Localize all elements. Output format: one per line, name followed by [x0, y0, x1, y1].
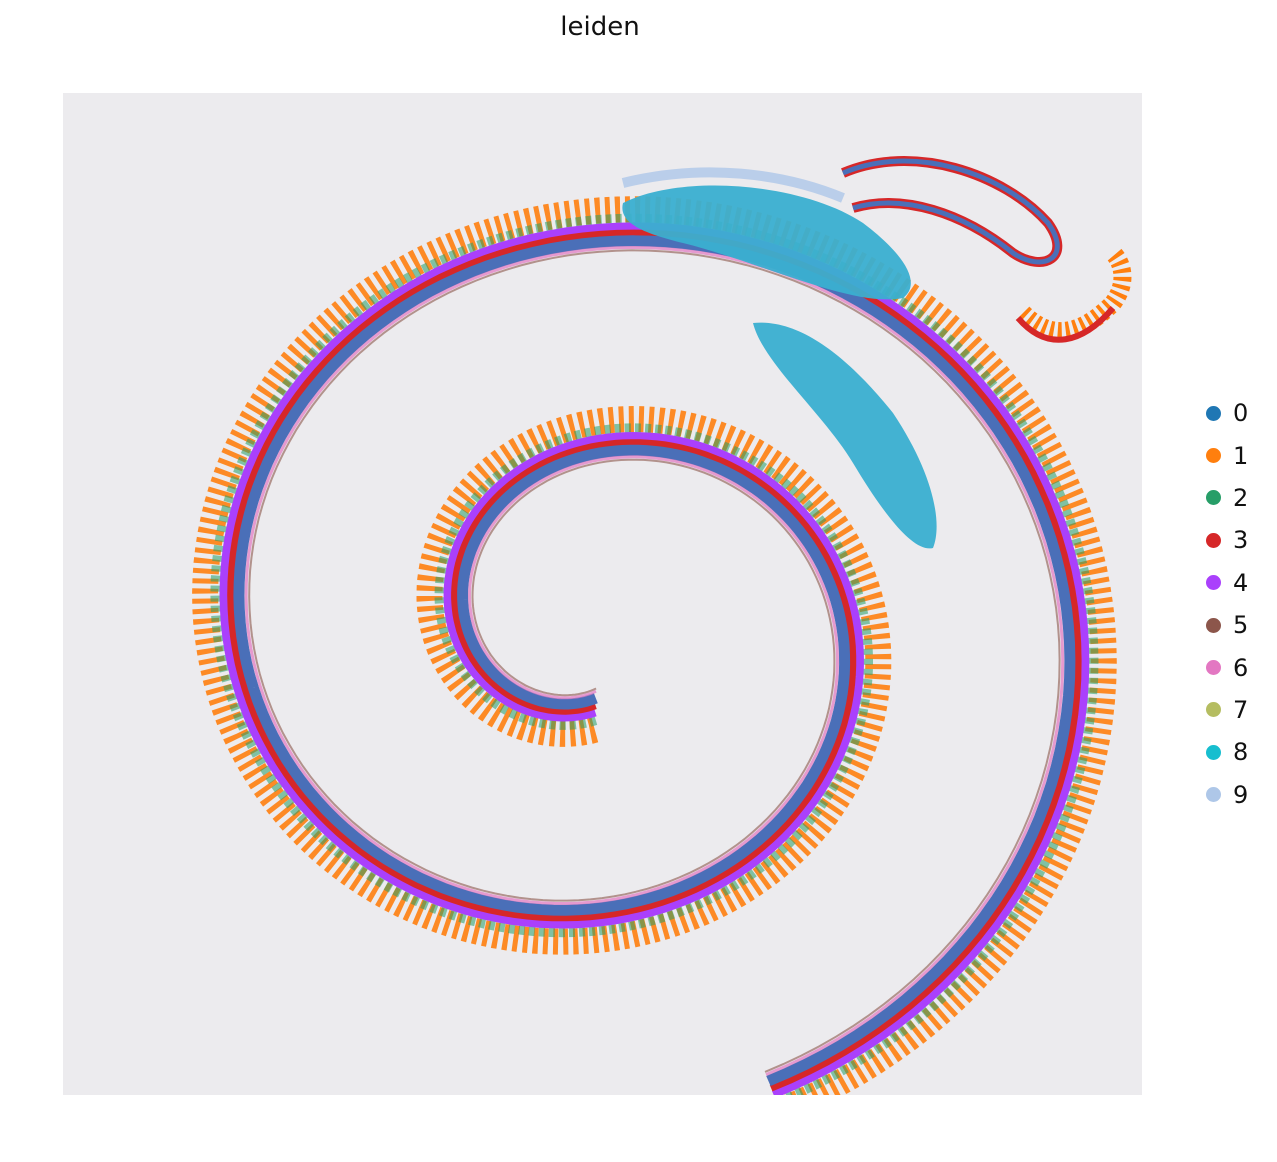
legend-item: 9: [1206, 774, 1248, 816]
tissue-section: [192, 156, 1132, 1095]
legend-marker: [1206, 702, 1221, 718]
legend-label: 2: [1233, 483, 1249, 512]
tail-band-0: [842, 158, 1060, 265]
band-layer-3: [227, 229, 1082, 1092]
lumen-rim-9: [621, 167, 845, 203]
legend-item: 6: [1206, 646, 1248, 688]
legend-marker: [1206, 448, 1221, 464]
legend-label: 5: [1233, 611, 1249, 640]
legend-marker: [1206, 660, 1221, 676]
legend-item: 2: [1206, 477, 1248, 519]
chart-title: leiden: [560, 12, 640, 42]
legend-label: 3: [1233, 526, 1249, 555]
legend-marker: [1206, 617, 1221, 633]
legend-label: 9: [1233, 780, 1249, 809]
legend-label: 0: [1233, 399, 1249, 428]
legend-marker: [1206, 787, 1221, 803]
legend-label: 4: [1233, 568, 1249, 597]
band-layer-0: [233, 235, 1076, 1087]
legend-marker: [1206, 405, 1221, 421]
spatial-plot: [63, 93, 1142, 1095]
legend-marker: [1206, 575, 1221, 591]
legend-item: 3: [1206, 519, 1248, 561]
legend-marker: [1206, 490, 1221, 506]
legend-marker: [1206, 532, 1221, 548]
legend-label: 6: [1233, 653, 1249, 682]
legend-item: 7: [1206, 689, 1248, 731]
band-layer-6: [244, 245, 1065, 1076]
legend: 0 1 2 3 4 5 6 7 8 9: [1206, 392, 1248, 816]
villi-layer-1: [192, 196, 1117, 1095]
legend-label: 1: [1233, 441, 1249, 470]
crypt-layer-2: [210, 213, 1099, 1095]
legend-marker: [1206, 744, 1221, 760]
band-layer-5: [248, 249, 1061, 1073]
legend-item: 0: [1206, 392, 1248, 434]
legend-label: 8: [1233, 738, 1249, 767]
legend-label: 7: [1233, 695, 1249, 724]
tail-villi-1: [1016, 246, 1132, 340]
band-layer-4: [219, 222, 1090, 1095]
lumen-patch-8: [622, 185, 911, 300]
lumen-patch-8: [753, 322, 937, 549]
tail-band-3: [1015, 306, 1116, 343]
legend-item: 8: [1206, 731, 1248, 773]
legend-item: 4: [1206, 562, 1248, 604]
legend-item: 1: [1206, 434, 1248, 476]
legend-item: 5: [1206, 604, 1248, 646]
